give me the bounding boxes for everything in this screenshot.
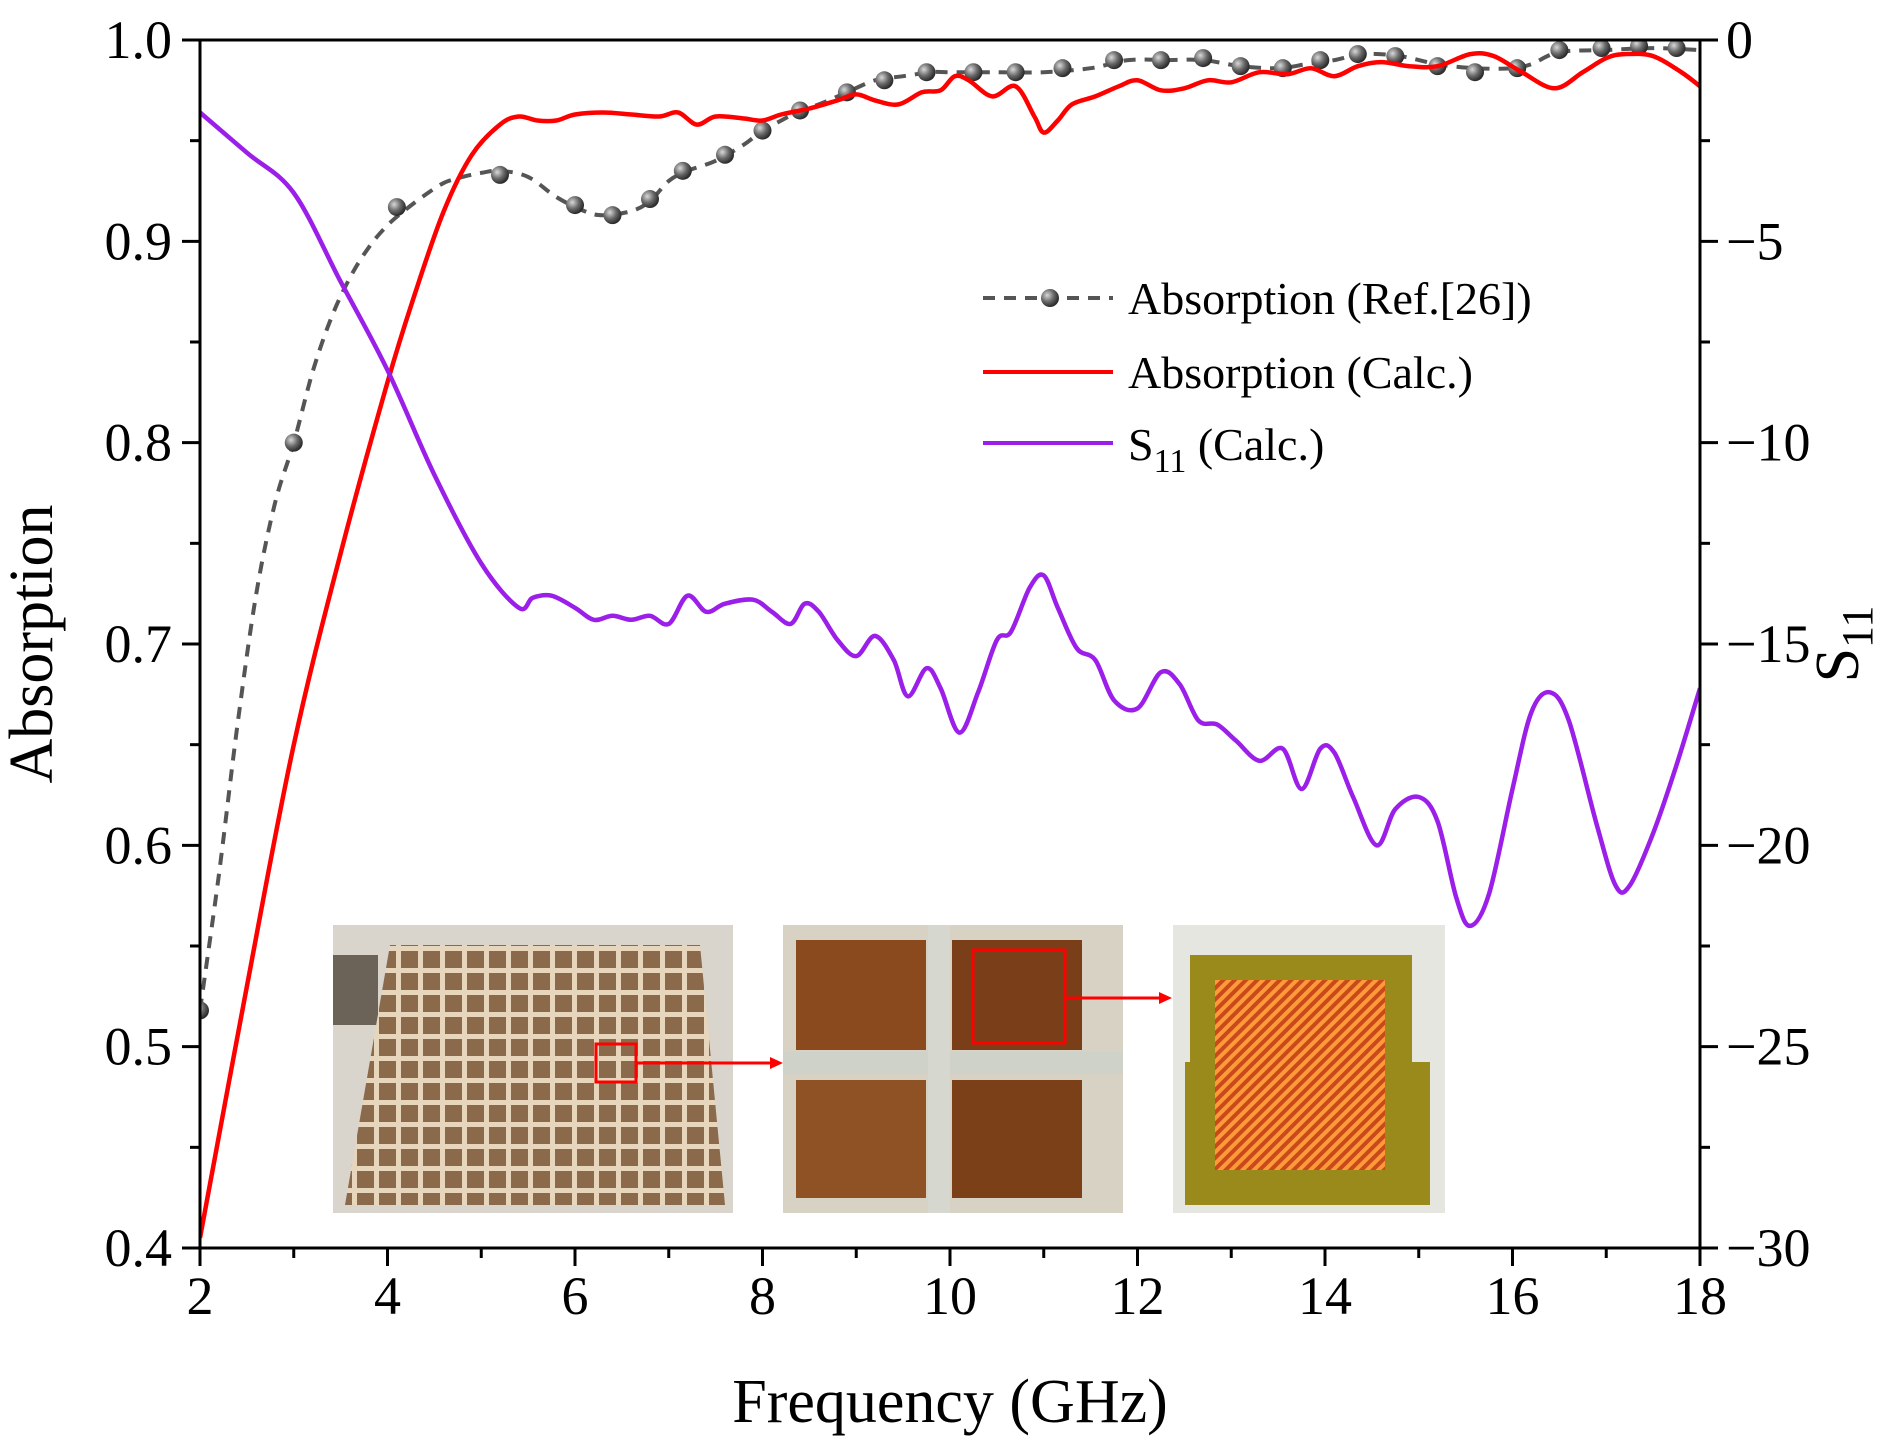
- marker-absorption-ref26: [566, 196, 584, 215]
- legend-s11-sub: 11: [1154, 443, 1187, 480]
- y-tick-label: 1.0: [105, 10, 173, 70]
- marker-absorption-ref26: [491, 165, 509, 184]
- marker-absorption-ref26: [1194, 49, 1213, 68]
- y2-tick-label: −25: [1726, 1017, 1810, 1077]
- marker-absorption-ref26: [1630, 40, 1649, 56]
- y2-axis-title-main: S: [1804, 648, 1872, 682]
- marker-absorption-ref26: [200, 1001, 209, 1020]
- series-absorption-ref26: [200, 40, 1700, 1020]
- line-absorption-ref26: [200, 46, 1700, 1011]
- marker-absorption-ref26: [603, 206, 622, 225]
- legend-label-calc: Absorption (Calc.): [1128, 347, 1473, 398]
- marker-absorption-ref26: [1053, 59, 1072, 78]
- y2-tick-label: −20: [1726, 815, 1810, 875]
- x-tick-label: 16: [1486, 1266, 1540, 1326]
- svg-text:S11: S11: [1804, 606, 1880, 683]
- axis-ticks: 2 4 6 8 10 12 14 16 18 0.4 0.5 0.6 0.7 0.8 0.9 1.0 −30 −2…: [105, 10, 1811, 1326]
- y2-tick-label: 0: [1726, 10, 1753, 70]
- marker-absorption-ref26: [1348, 45, 1367, 64]
- legend-marker-ref26: [1041, 289, 1059, 307]
- x-tick-label: 4: [374, 1266, 401, 1326]
- marker-absorption-ref26: [875, 71, 894, 90]
- marker-absorption-ref26: [716, 145, 734, 164]
- x-tick-label: 18: [1673, 1266, 1727, 1326]
- line-s11-calc: [200, 110, 1700, 929]
- inset-photos: [333, 925, 1445, 1213]
- series-s11-calc: [200, 110, 1700, 929]
- marker-absorption-ref26: [917, 63, 936, 82]
- legend-label-ref26: Absorption (Ref.[26]): [1128, 273, 1532, 324]
- x-tick-label: 10: [923, 1266, 977, 1326]
- marker-absorption-ref26: [1105, 51, 1124, 70]
- series-absorption-calc: [200, 50, 1700, 1239]
- marker-absorption-ref26: [1667, 40, 1686, 58]
- marker-absorption-ref26: [284, 433, 303, 452]
- x-tick-label: 2: [187, 1266, 214, 1326]
- x-axis-title: Frequency (GHz): [732, 1368, 1168, 1436]
- grid-overview-photo: [333, 925, 733, 1213]
- line-absorption-calc: [200, 50, 1700, 1239]
- y-axis-title: Absorption: [0, 505, 66, 784]
- x-tick-label: 12: [1111, 1266, 1165, 1326]
- marker-absorption-ref26: [964, 63, 983, 82]
- marker-absorption-ref26: [1311, 51, 1330, 70]
- grid-cell-closeup-photo: [783, 925, 1123, 1213]
- y2-tick-label: −15: [1726, 614, 1810, 674]
- zoom-arrows: [636, 992, 1172, 1069]
- marker-absorption-ref26: [1592, 40, 1611, 58]
- x-tick-label: 8: [749, 1266, 776, 1326]
- marker-absorption-ref26: [1466, 63, 1484, 82]
- marker-absorption-ref26: [1151, 51, 1170, 70]
- marker-absorption-ref26: [673, 161, 692, 180]
- y-tick-label: 0.8: [105, 413, 173, 473]
- marker-absorption-ref26: [1386, 47, 1405, 66]
- y2-tick-label: −5: [1726, 211, 1783, 271]
- y-tick-label: 0.9: [105, 211, 173, 271]
- x-tick-label: 6: [562, 1266, 589, 1326]
- legend-s11-rest: (Calc.): [1186, 419, 1324, 470]
- y2-axis-title-sub: 11: [1833, 606, 1880, 648]
- marker-absorption-ref26: [1231, 57, 1250, 76]
- marker-absorption-ref26: [753, 121, 772, 140]
- y-tick-label: 0.7: [105, 614, 173, 674]
- resistive-pattern-photo: [1173, 925, 1445, 1213]
- marker-absorption-ref26: [641, 190, 659, 209]
- x-tick-label: 14: [1298, 1266, 1352, 1326]
- y-tick-label: 0.4: [105, 1218, 173, 1278]
- y-tick-label: 0.5: [105, 1017, 173, 1077]
- y-tick-label: 0.6: [105, 815, 173, 875]
- marker-absorption-ref26: [1006, 63, 1025, 82]
- legend: Absorption (Ref.[26]) Absorption (Calc.)…: [983, 273, 1532, 480]
- y2-tick-label: −30: [1726, 1218, 1810, 1278]
- marker-absorption-ref26: [1550, 41, 1569, 60]
- marker-absorption-ref26: [387, 198, 406, 217]
- y2-tick-label: −10: [1726, 413, 1810, 473]
- legend-s11-main: S: [1128, 419, 1154, 470]
- y2-axis-title: S11: [1804, 606, 1880, 683]
- legend-label-s11: S11 (Calc.): [1128, 419, 1324, 480]
